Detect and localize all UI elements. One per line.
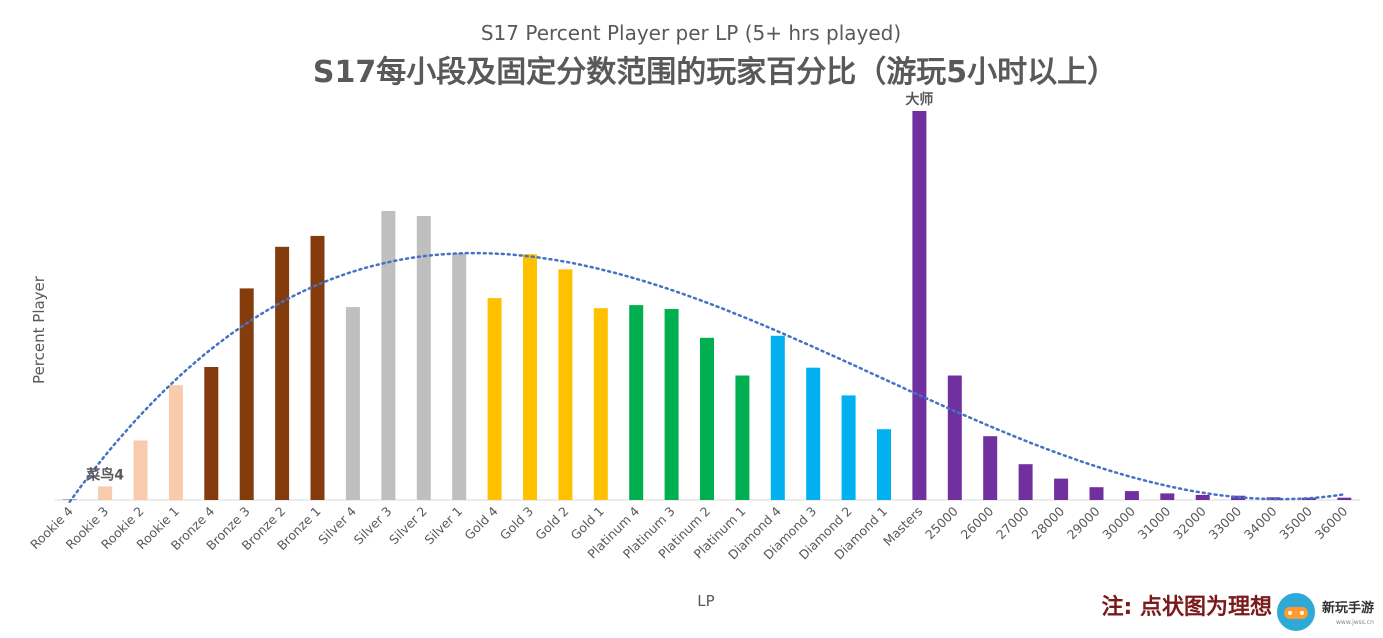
annotation-label: 大师 [905, 91, 933, 108]
bar-rookie-4 [62, 499, 77, 500]
x-tick-label: 35000 [1276, 503, 1315, 542]
x-tick-label: Silver 1 [421, 504, 465, 548]
bar-platinum-1 [735, 375, 750, 500]
bar-diamond-3 [806, 367, 821, 500]
bar-bronze-3 [239, 288, 254, 500]
bar-gold-3 [523, 254, 537, 500]
x-tick-label: 27000 [993, 503, 1032, 542]
bar-bronze-1 [310, 235, 325, 500]
bar-gold-2 [558, 269, 573, 500]
x-tick-label: 26000 [958, 503, 997, 542]
bar-36000 [1337, 497, 1352, 500]
bar-bronze-4 [204, 367, 219, 500]
bar-26000 [983, 436, 998, 500]
bar-32000 [1195, 494, 1210, 500]
x-tick-label: 28000 [1028, 503, 1067, 542]
annotation-label: 菜鸟4 [85, 466, 124, 483]
chart-title: S17 Percent Player per LP (5+ hrs played… [481, 21, 901, 45]
watermark-logo: 新玩手游 www.jwss.cn [1275, 591, 1374, 633]
bar-diamond-1 [877, 429, 891, 500]
y-axis-title: Percent Player [30, 275, 48, 384]
x-tick-label: Silver 2 [386, 504, 430, 548]
bar-30000 [1124, 491, 1139, 500]
watermark-text: 新玩手游 [1322, 600, 1374, 616]
bar-bronze-2 [275, 246, 290, 500]
bar-silver-2 [416, 216, 431, 500]
bar-diamond-2 [841, 395, 856, 500]
trendline [68, 251, 1346, 504]
x-tick-label: Gold 4 [461, 503, 500, 542]
x-tick-label: 31000 [1135, 503, 1174, 542]
bar-rookie-2 [133, 440, 148, 500]
x-tick-label: 30000 [1099, 503, 1138, 542]
x-tick-label: 36000 [1312, 503, 1351, 542]
bar-35000 [1301, 497, 1316, 500]
bar-29000 [1089, 487, 1104, 500]
bar-28000 [1054, 478, 1069, 500]
bar-gold-1 [593, 308, 608, 500]
annotations: 菜鸟4 大师 [85, 91, 933, 483]
bar-platinum-3 [664, 309, 679, 500]
bar-silver-4 [345, 307, 360, 500]
bar-25000 [947, 375, 962, 500]
x-tick-label: 32000 [1170, 503, 1209, 542]
note-text: 注: 点状图为理想 [1102, 594, 1272, 620]
bar-silver-1 [452, 253, 467, 500]
x-tick-label: Silver 3 [351, 504, 395, 548]
x-tick-label: 29000 [1064, 503, 1103, 542]
x-tick-label: 33000 [1205, 503, 1244, 542]
x-tick-label: Gold 3 [497, 504, 536, 543]
x-tick-label: 25000 [922, 503, 961, 542]
bar-gold-4 [487, 298, 502, 500]
bar-silver-3 [381, 211, 396, 500]
chart-subtitle: S17每小段及固定分数范围的玩家百分比（游玩5小时以上） [313, 55, 1117, 90]
bar-platinum-4 [629, 305, 644, 500]
watermark-url: www.jwss.cn [1336, 619, 1374, 626]
bar-diamond-4 [770, 335, 785, 500]
bar-rookie-3 [98, 486, 113, 500]
x-tick-label: 34000 [1241, 503, 1280, 542]
bar-27000 [1018, 464, 1033, 500]
bar-platinum-2 [700, 337, 714, 500]
x-tick-label: Masters [880, 504, 925, 549]
x-axis-title: LP [697, 592, 714, 610]
bar-rookie-1 [168, 385, 183, 500]
bar-31000 [1160, 493, 1175, 500]
bar-masters [912, 111, 927, 500]
bars-group [62, 111, 1352, 500]
x-tick-label: Silver 4 [315, 503, 359, 547]
x-tick-label: Gold 2 [532, 504, 571, 543]
